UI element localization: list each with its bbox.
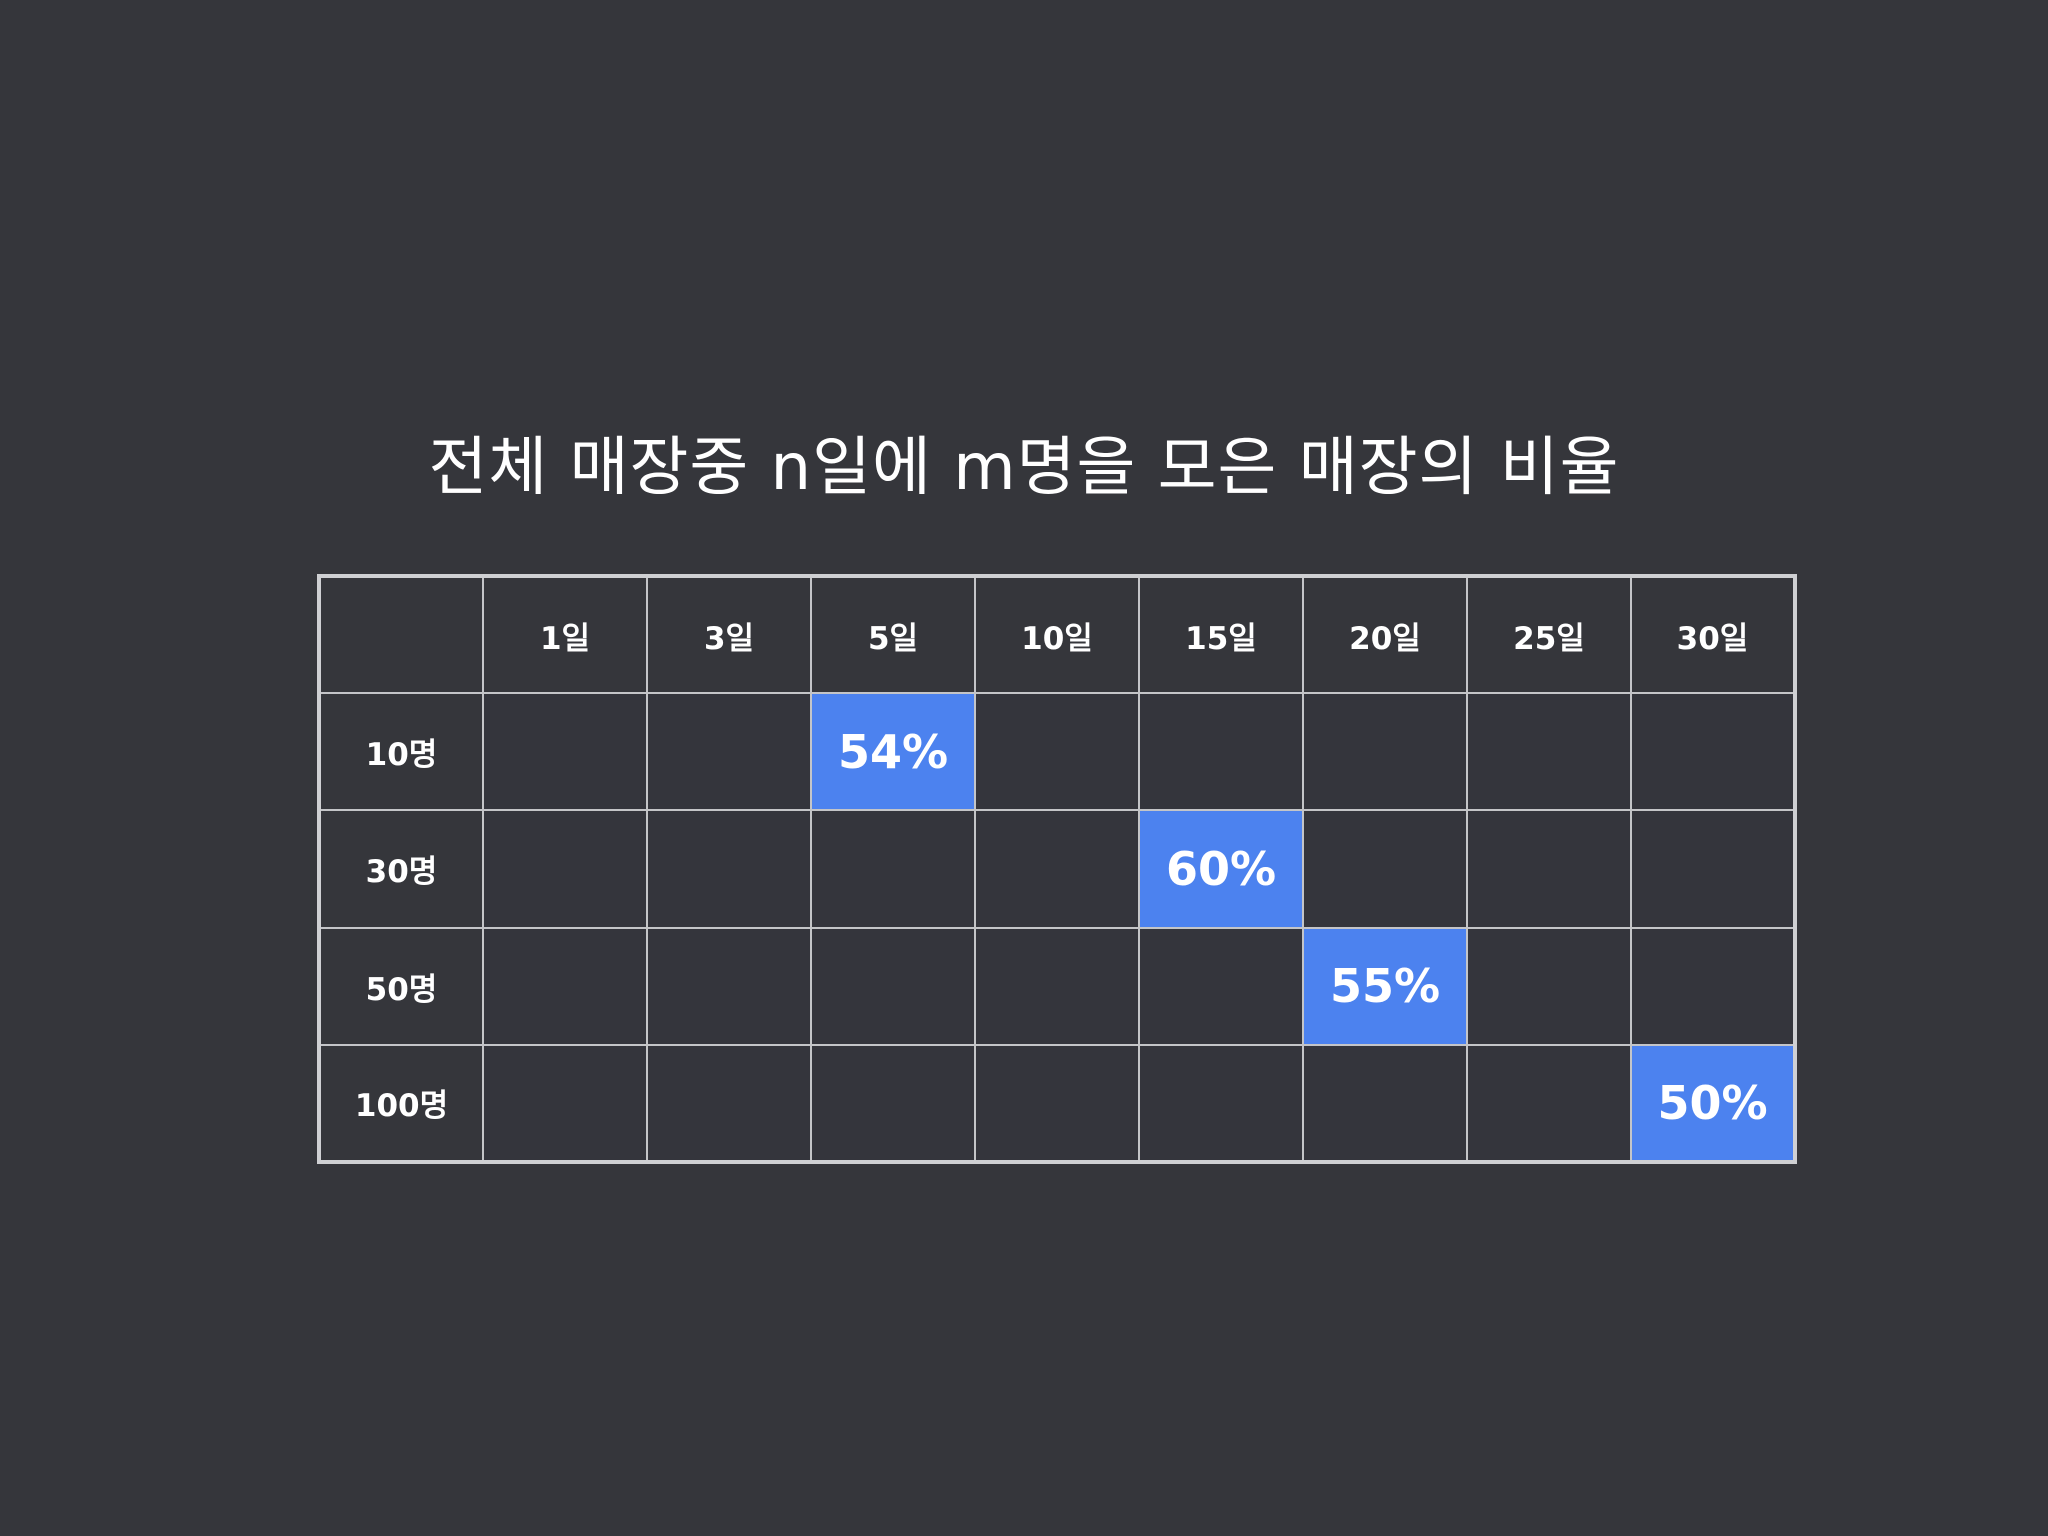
- cell-100-people-15-day: [1138, 1043, 1304, 1164]
- cell-10-people-25-day: [1466, 692, 1632, 812]
- column-header-30-day: 30일: [1630, 574, 1796, 695]
- cell-50-people-3-day: [646, 926, 812, 1046]
- column-header-10-day: 10일: [974, 574, 1140, 695]
- cell-30-people-20-day: [1302, 809, 1468, 929]
- cell-30-people-10-day: [974, 809, 1140, 929]
- cell-50-people-25-day: [1466, 926, 1632, 1046]
- cell-10-people-20-day: [1302, 692, 1468, 812]
- cell-50-people-1-day: [482, 926, 648, 1046]
- cell-30-people-5-day: [810, 809, 976, 929]
- column-header-15-day: 15일: [1138, 574, 1304, 695]
- cell-100-people-3-day: [646, 1043, 812, 1164]
- cell-50-people-15-day: [1138, 926, 1304, 1046]
- cell-10-people-30-day: [1630, 692, 1796, 812]
- cell-100-people-30-day: 50%: [1630, 1043, 1796, 1164]
- table-row-30-people: 30명 60%: [318, 809, 1796, 929]
- chart-title: 전체 매장중 n일에 m명을 모은 매장의 비율: [428, 431, 1620, 505]
- cell-10-people-5-day: 54%: [810, 692, 976, 812]
- table-row-10-people: 10명 54%: [318, 692, 1796, 812]
- cell-100-people-1-day: [482, 1043, 648, 1164]
- cell-100-people-20-day: [1302, 1043, 1468, 1164]
- cell-10-people-10-day: [974, 692, 1140, 812]
- cell-50-people-30-day: [1630, 926, 1796, 1046]
- cell-10-people-3-day: [646, 692, 812, 812]
- cell-10-people-15-day: [1138, 692, 1304, 812]
- cell-30-people-1-day: [482, 809, 648, 929]
- row-header-30-people: 30명: [318, 809, 484, 929]
- row-header-100-people: 100명: [318, 1043, 484, 1164]
- cell-50-people-20-day: 55%: [1302, 926, 1468, 1046]
- cell-50-people-10-day: [974, 926, 1140, 1046]
- column-header-25-day: 25일: [1466, 574, 1632, 695]
- column-header-5-day: 5일: [810, 574, 976, 695]
- table-row-100-people: 100명 50%: [318, 1043, 1796, 1164]
- cell-100-people-5-day: [810, 1043, 976, 1164]
- cell-100-people-10-day: [974, 1043, 1140, 1164]
- cell-10-people-1-day: [482, 692, 648, 812]
- ratio-table: 1일 3일 5일 10일 15일 20일 25일 30일 10명 54%: [317, 574, 1797, 1164]
- cell-30-people-30-day: [1630, 809, 1796, 929]
- table-row-50-people: 50명 55%: [318, 926, 1796, 1046]
- column-header-1-day: 1일: [482, 574, 648, 695]
- cell-30-people-25-day: [1466, 809, 1632, 929]
- header-row: 1일 3일 5일 10일 15일 20일 25일 30일: [318, 574, 1796, 695]
- cell-30-people-15-day: 60%: [1138, 809, 1304, 929]
- cell-30-people-3-day: [646, 809, 812, 929]
- column-header-20-day: 20일: [1302, 574, 1468, 695]
- row-header-50-people: 50명: [318, 926, 484, 1046]
- corner-cell: [318, 574, 484, 695]
- column-header-3-day: 3일: [646, 574, 812, 695]
- cell-50-people-5-day: [810, 926, 976, 1046]
- row-header-10-people: 10명: [318, 692, 484, 812]
- cell-100-people-25-day: [1466, 1043, 1632, 1164]
